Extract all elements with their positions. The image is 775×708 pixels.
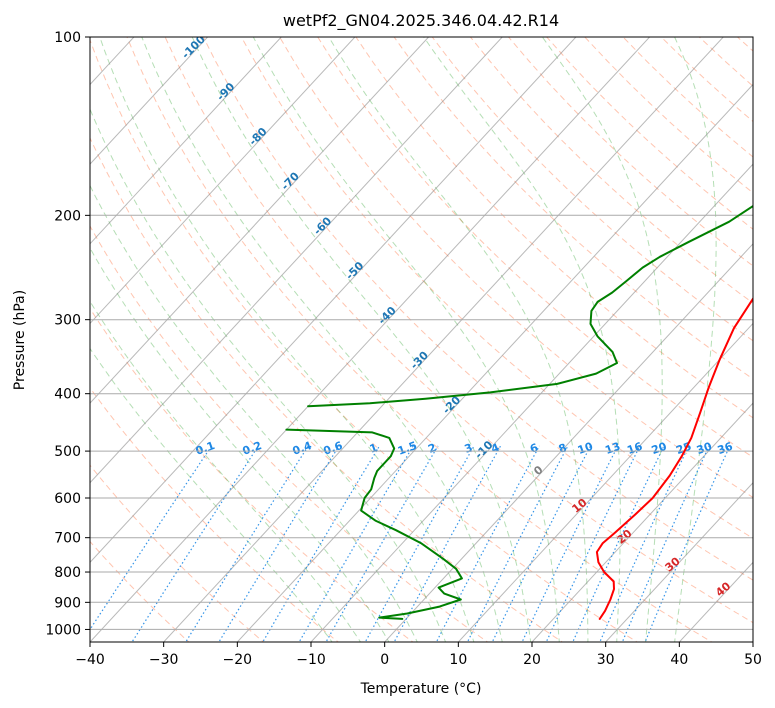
y-tick-label: 1000 (45, 622, 81, 638)
y-axis-label: Pressure (hPa) (12, 290, 28, 390)
mixing-ratio-label: 8 (557, 441, 569, 456)
mixing-ratio-label: 0.1 (194, 439, 217, 458)
isotherm (90, 37, 209, 165)
isotherm (236, 83, 753, 642)
profile-line-2 (285, 428, 463, 620)
y-tick-label: 400 (54, 387, 81, 403)
mixing-ratio-label: 0.6 (322, 439, 345, 458)
plot-frame (89, 36, 754, 643)
mixing-ratio-label: 1.5 (396, 439, 419, 458)
isotherm (90, 37, 651, 642)
x-tick-label: 30 (597, 652, 615, 668)
x-tick-label: 10 (449, 652, 467, 668)
isotherm (90, 37, 577, 564)
profile-line-1 (595, 296, 753, 620)
mixing-ratio-label: 0.2 (241, 439, 264, 458)
mixing-ratio-label: 30 (695, 440, 714, 458)
dry-adiabat (317, 37, 753, 458)
mixing-ratio-label: 16 (625, 440, 644, 458)
dry-adiabat (202, 37, 753, 581)
isotherm (90, 37, 430, 404)
mixing-ratio-line (599, 445, 690, 642)
y-tick-label: 700 (54, 531, 81, 547)
isotherm (531, 402, 753, 642)
dry-adiabat (279, 37, 753, 499)
x-tick-label: −30 (149, 652, 179, 668)
mixing-ratio-label: 2 (426, 441, 438, 456)
profile-line-3 (307, 204, 753, 408)
mixing-ratio-label: 1 (368, 441, 380, 456)
mixing-ratio-line (90, 445, 213, 631)
mixing-ratio-line (298, 445, 414, 642)
x-axis-label: Temperature (°C) (360, 681, 482, 697)
isotherm (90, 37, 282, 245)
mixing-ratio-line (435, 445, 540, 642)
isotherm (90, 37, 356, 325)
y-tick-label: 900 (54, 595, 81, 611)
x-tick-label: 0 (380, 652, 389, 668)
mixing-ratio-label: 36 (716, 440, 735, 458)
dry-adiabat (355, 37, 753, 419)
mixing-ratio-line (218, 445, 340, 642)
x-tick-label: 20 (523, 652, 541, 668)
x-tick-label: 50 (744, 652, 762, 668)
isotherm (604, 481, 753, 642)
y-tick-label: 800 (54, 565, 81, 581)
mixing-ratio-line (262, 445, 381, 642)
y-tick-label: 500 (54, 444, 81, 460)
mixing-ratio-line (185, 445, 309, 642)
y-tick-label: 100 (54, 30, 81, 46)
moist-adiabat (90, 247, 390, 642)
mixing-ratio-label: 3 (463, 441, 475, 456)
mixing-ratio-label: 13 (603, 440, 622, 457)
mixing-ratio-line (545, 445, 641, 642)
pressure-grid (90, 37, 753, 630)
moist-adiabat (90, 184, 418, 642)
x-tick-label: −10 (296, 652, 326, 668)
mixing-ratio-line (325, 445, 439, 642)
x-tick-label: −20 (223, 652, 253, 668)
mixing-ratio-label: 10 (576, 440, 595, 458)
axes: −40 −30 −20 −10 0 10 20 30 40 5010020030040050060… (45, 30, 762, 668)
y-tick-label: 200 (54, 208, 81, 224)
mixing-ratio-line (131, 445, 259, 642)
isotherm (457, 322, 753, 642)
mixing-ratio-label: 20 (650, 440, 669, 458)
dry-adiabat (240, 37, 753, 539)
isotherm (162, 37, 724, 642)
mixing-ratio-label: 0.4 (291, 439, 314, 458)
profile-series (285, 204, 753, 620)
mixing-ratio-line (572, 445, 665, 642)
y-tick-label: 300 (54, 313, 81, 329)
mixing-ratio-line (521, 445, 619, 642)
x-tick-label: 40 (670, 652, 688, 668)
isotherm (383, 243, 753, 642)
isotherm (90, 37, 503, 484)
chart-title: wetPf2_GN04.2025.346.04.42.R14 (283, 11, 559, 31)
isoline-labels: 0.1 0.2 0.4 0.6 1 1.5 2 3 4 6 8 10 13 16 20 25 30 36-100-… (179, 37, 735, 599)
mixing-ratio-label: 4 (489, 441, 501, 456)
mixing-ratio-label: 6 (528, 441, 540, 456)
y-tick-label: 600 (54, 491, 81, 507)
x-tick-label: −40 (75, 652, 105, 668)
dry-adiabat (90, 38, 638, 642)
